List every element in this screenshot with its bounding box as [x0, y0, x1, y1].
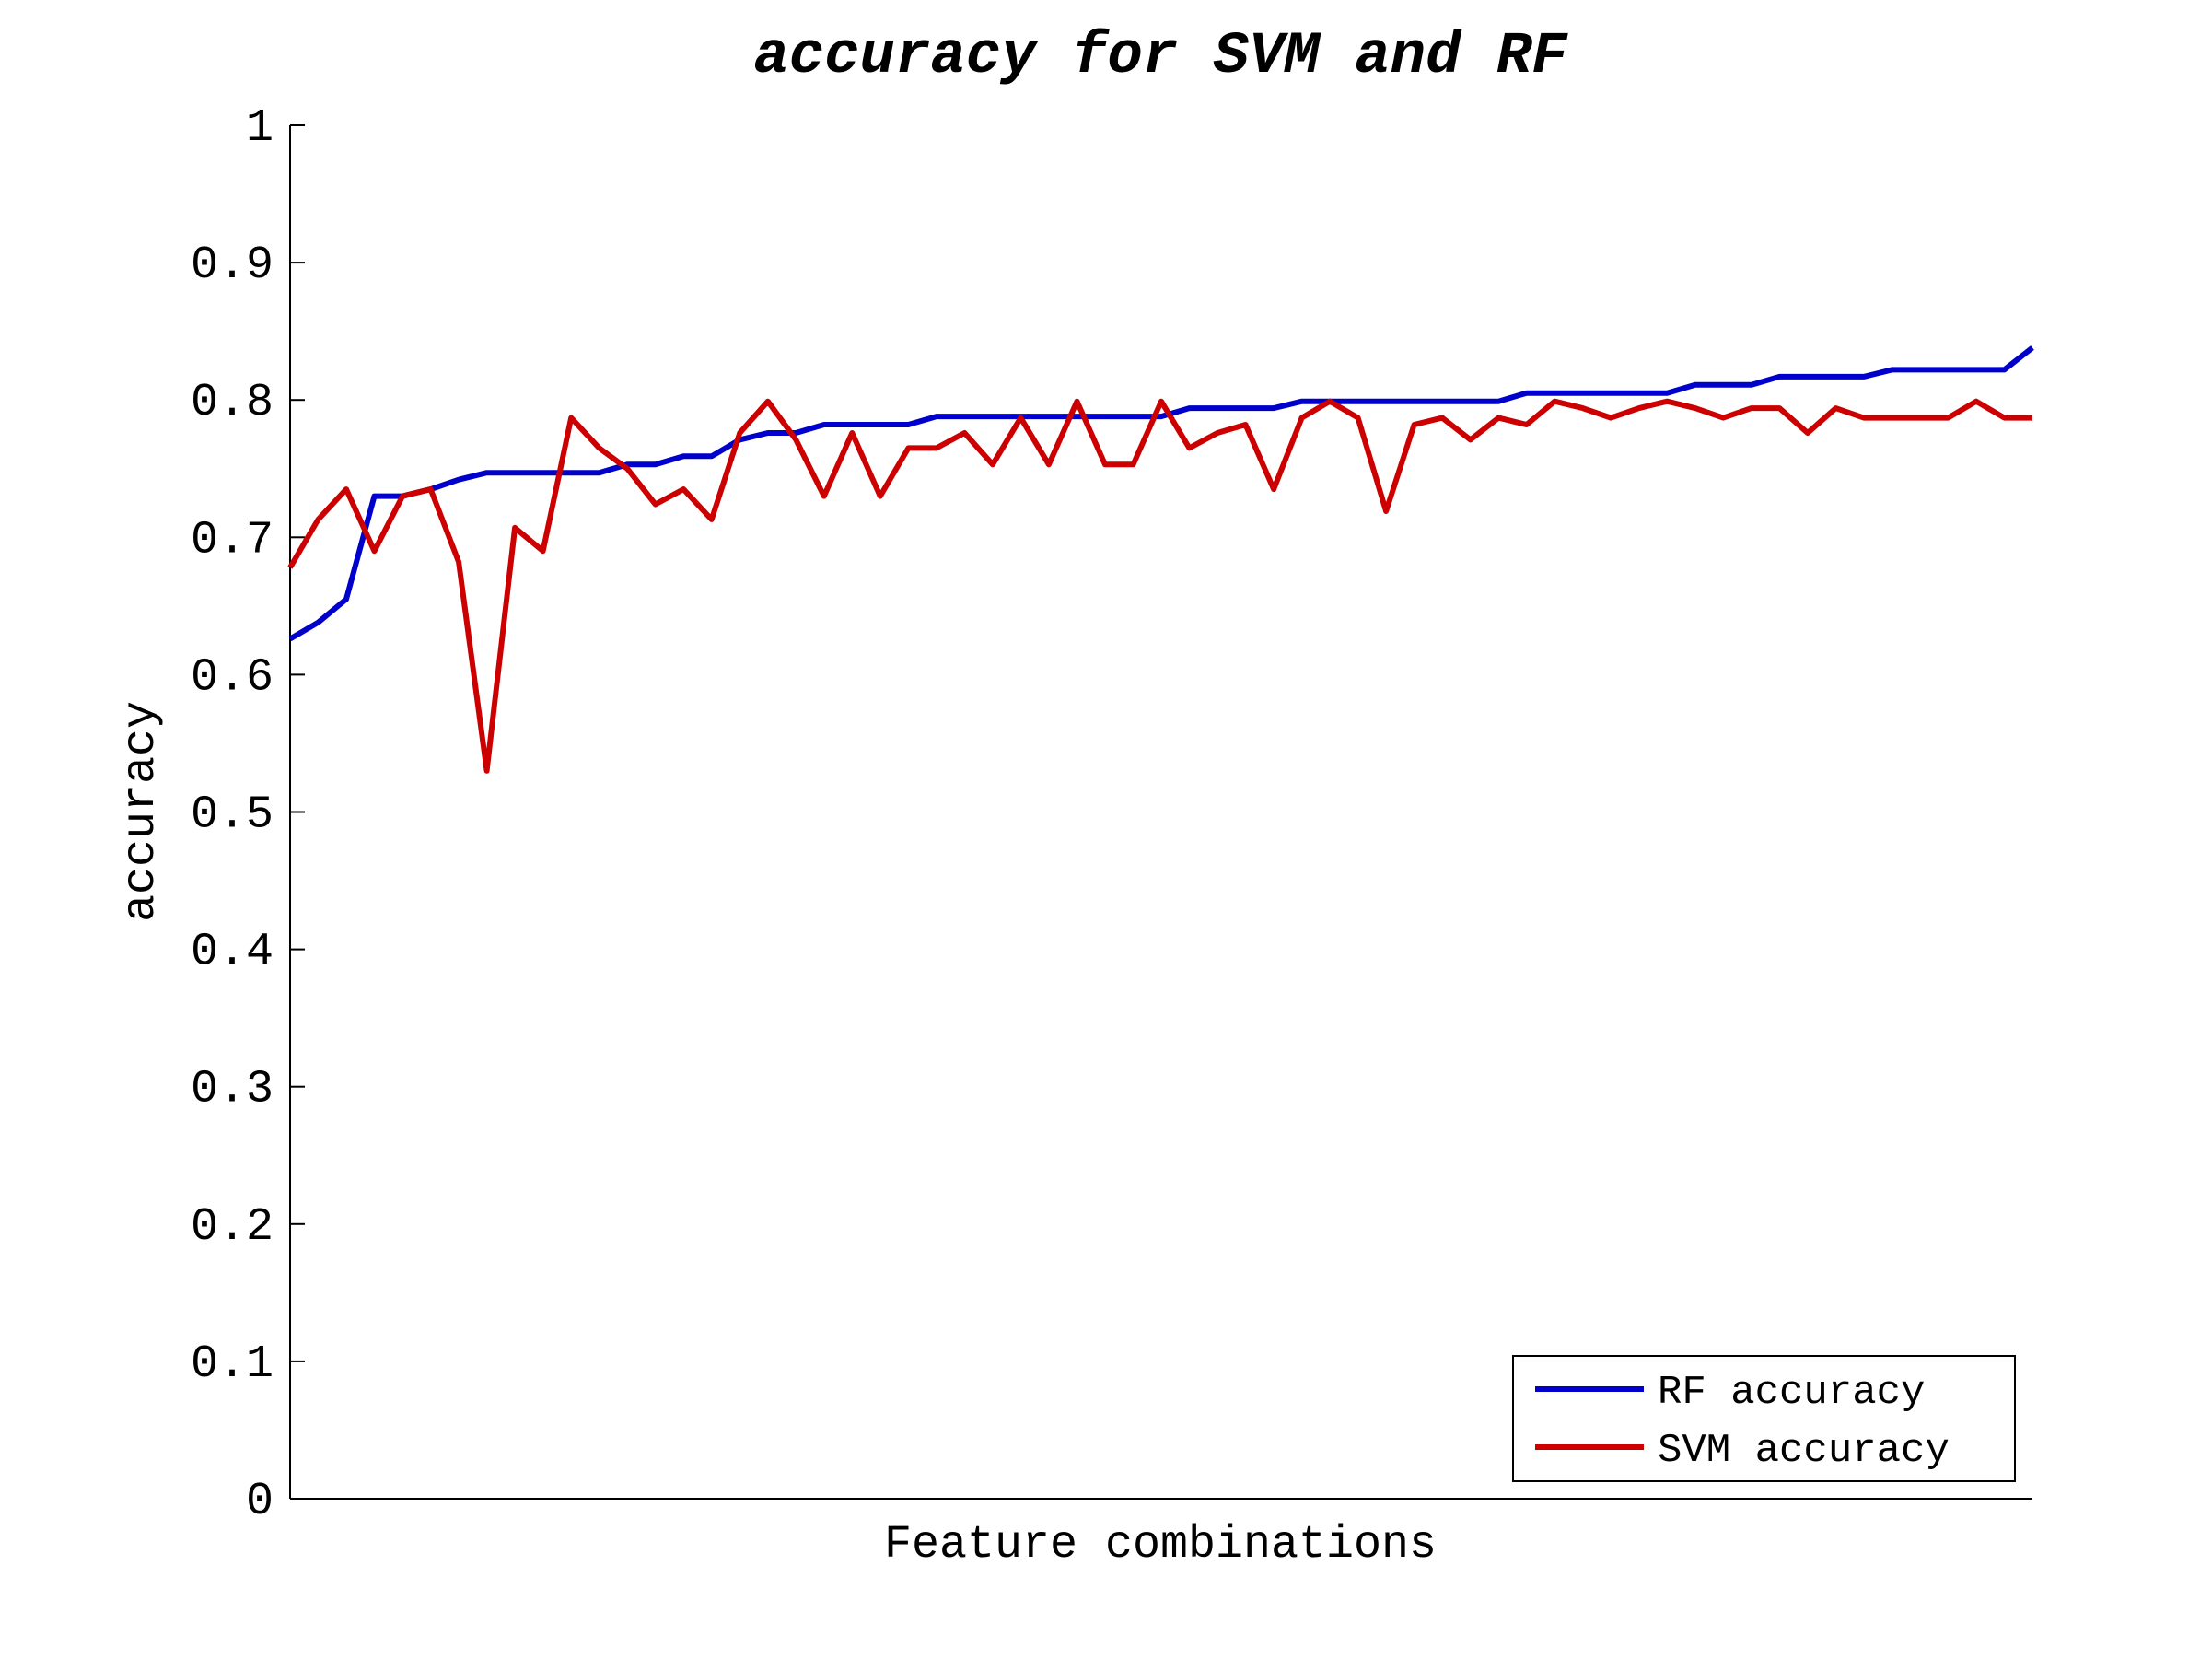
y-tick-label: 0.5 — [191, 789, 274, 842]
y-tick-label: 0 — [246, 1476, 274, 1528]
y-tick-label: 0.1 — [191, 1338, 274, 1391]
y-tick-label: 0.8 — [191, 377, 274, 429]
y-tick-label: 0.7 — [191, 514, 274, 567]
y-axis-label: accuracy — [115, 701, 168, 922]
y-tick-label: 0.2 — [191, 1201, 274, 1254]
series-line-rf — [288, 345, 2034, 642]
legend: RF accuracy SVM accuracy — [1512, 1355, 2016, 1482]
y-tick-label: 0.6 — [191, 651, 274, 704]
y-ticks: 0 0.1 0.2 0.3 0.4 0.5 0.6 0.7 0.8 0.9 1 — [191, 102, 305, 1528]
legend-label-rf: RF accuracy — [1658, 1370, 1925, 1416]
legend-box — [1512, 1355, 2016, 1482]
y-tick-label: 0.9 — [191, 240, 274, 292]
y-tick-label: 1 — [246, 102, 274, 155]
series-lines — [287, 345, 2034, 774]
x-axis-label: Feature combinations — [884, 1519, 1437, 1571]
y-tick-label: 0.4 — [191, 927, 274, 979]
chart-title: accuracy for SVM and RF — [753, 24, 1568, 90]
y-tick-label: 0.3 — [191, 1064, 274, 1116]
series-line-svm — [287, 398, 2032, 774]
legend-label-svm: SVM accuracy — [1658, 1428, 1950, 1474]
axes: 0 0.1 0.2 0.3 0.4 0.5 0.6 0.7 0.8 0.9 1 — [191, 102, 2032, 1528]
